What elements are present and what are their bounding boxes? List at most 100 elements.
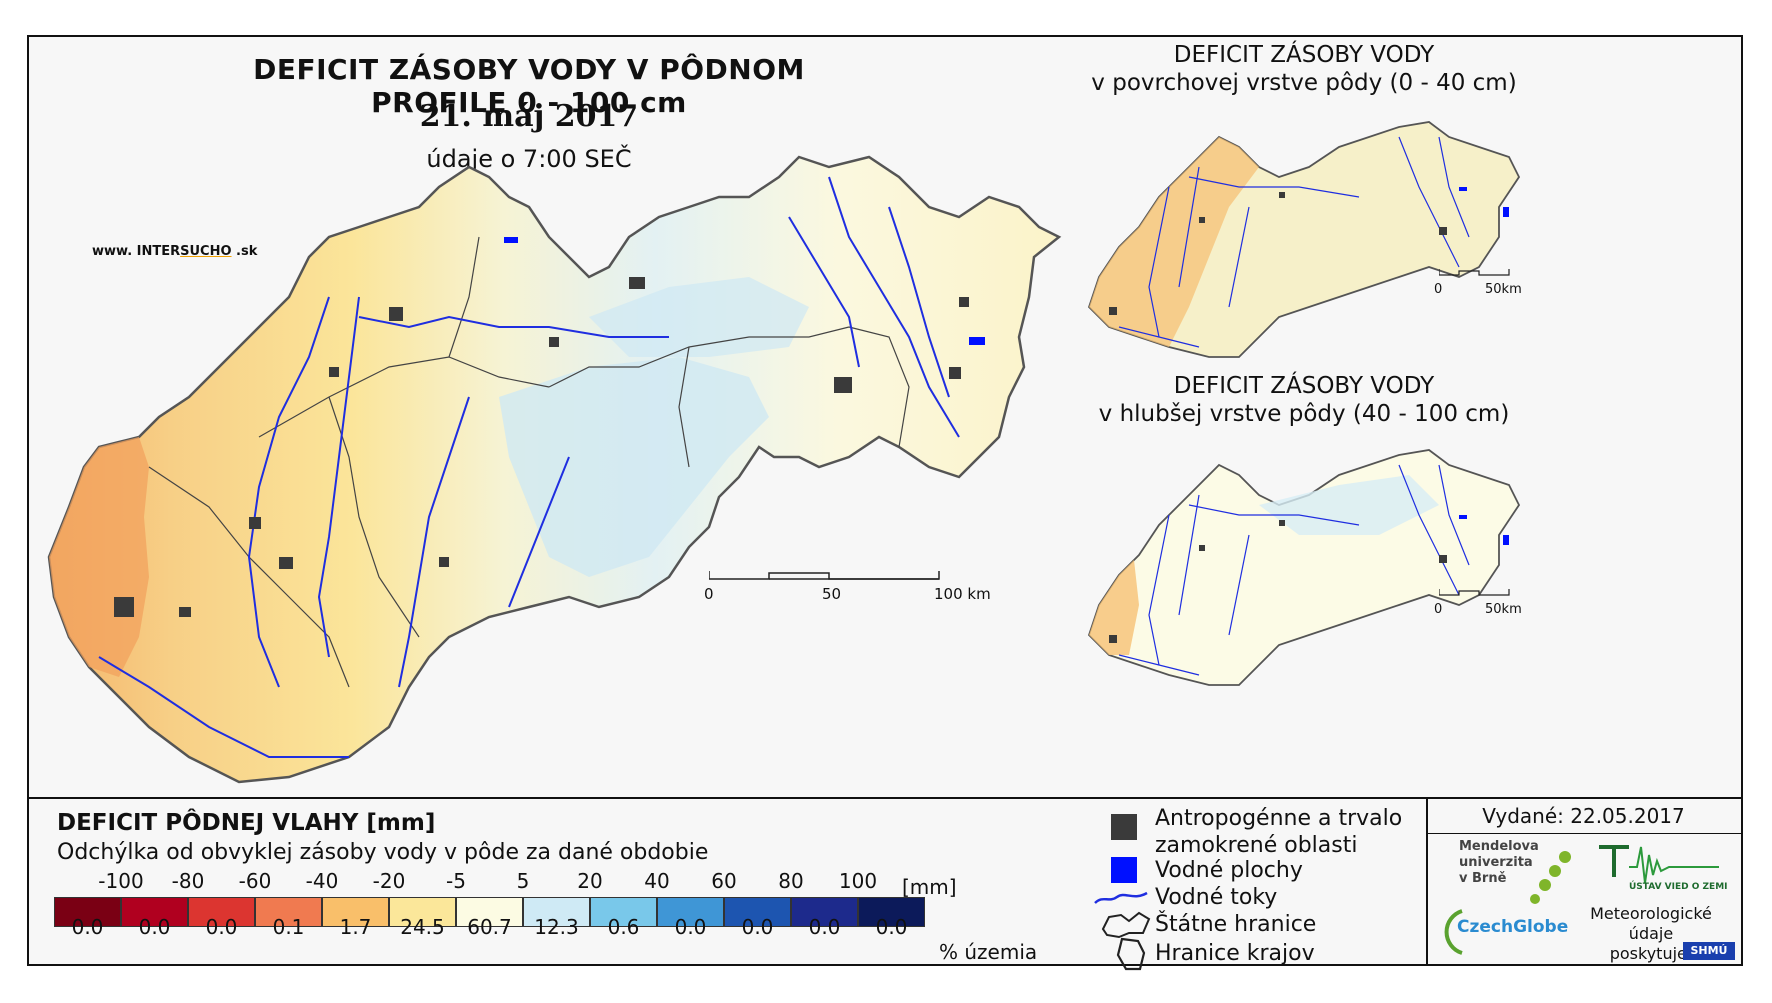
legend-tick-label: -20 — [372, 869, 406, 893]
legend-swatch — [188, 897, 255, 927]
meteo-line1: Meteorologické — [1590, 904, 1712, 923]
legend-tick-label: 60 — [711, 869, 737, 893]
mendel-line1: Mendelova — [1459, 839, 1539, 854]
legend-swatch — [590, 897, 657, 927]
legend-pct-value: 0.0 — [138, 915, 171, 939]
mendel-line2: univerzita — [1459, 855, 1533, 870]
issuer-box — [1426, 799, 1743, 966]
legend-divider — [29, 797, 1741, 799]
legend-tick-label: -40 — [305, 869, 339, 893]
legend-pct-value: 60.7 — [467, 915, 512, 939]
legend-swatch — [121, 897, 188, 927]
inset-bottom-scale-50: 50km — [1485, 602, 1522, 617]
region-border-label: Hranice krajov — [1155, 941, 1315, 966]
inset-bottom-map — [1087, 449, 1521, 686]
meteo-line3: poskytuje: — [1609, 944, 1693, 963]
legend-tick-label: 100 — [838, 869, 878, 893]
data-time: údaje o 7:00 SEČ — [426, 145, 632, 173]
water-swatch — [1111, 857, 1137, 883]
legend-tick-label: 5 — [516, 869, 530, 893]
inset-top-title-line1: DEFICIT ZÁSOBY VODY — [1173, 42, 1435, 68]
mendel-dots-icon — [1530, 851, 1571, 904]
legend-swatch — [54, 897, 121, 927]
main-scale-50: 50 — [822, 585, 842, 603]
legend-swatch — [858, 897, 925, 927]
legend-swatch — [791, 897, 858, 927]
legend-tick-label: -80 — [171, 869, 205, 893]
legend-subtitle: Odchýlka od obvyklej zásoby vody v pôde … — [57, 840, 709, 865]
main-title: DEFICIT ZÁSOBY VODY V PÔDNOM PROFILE 0 -… — [253, 53, 805, 119]
urban-areas — [114, 277, 969, 617]
state-border-label: Štátne hranice — [1155, 912, 1317, 937]
legend-pct-value: 0.0 — [808, 915, 841, 939]
legend-pct-value: 0.0 — [205, 915, 238, 939]
inset-top-title-line2: v povrchovej vrstve pôdy (0 - 40 cm) — [1091, 70, 1517, 96]
map-date: 21. máj 2017 — [419, 99, 639, 134]
main-scale-0: 0 — [704, 585, 714, 603]
main-map — [47, 155, 1062, 784]
state-border-icon — [1101, 911, 1151, 939]
uvgz-logo-icon — [1599, 845, 1719, 884]
legend-pct-value: 0.0 — [875, 915, 908, 939]
anthro-label-line1: Antropogénne a trvalo — [1155, 806, 1403, 831]
legend-pct-value: 0.6 — [607, 915, 640, 939]
legend-swatch — [523, 897, 590, 927]
main-scale-100: 100 km — [934, 585, 991, 603]
logo-suffix: .sk — [231, 244, 258, 259]
legend-swatch — [255, 897, 322, 927]
inset-top-map — [1087, 121, 1521, 358]
legend-swatch — [657, 897, 724, 927]
inset-bottom-scale-bar — [1439, 589, 1510, 596]
czechglobe-logo: CzechGlobe — [1457, 917, 1569, 937]
river-symbol-icon — [1094, 891, 1148, 904]
anthro-swatch — [1111, 814, 1137, 840]
meteo-provider-text: Meteorologické údaje poskytuje: — [1589, 904, 1713, 964]
legend-pct-value: 0.0 — [71, 915, 104, 939]
wet-zone-central — [499, 357, 769, 577]
anthro-label-line2: zamokrené oblasti — [1155, 833, 1358, 858]
issued-date: Vydané: 22.05.2017 — [1426, 799, 1741, 834]
anthro-label: Antropogénne a trvalo zamokrené oblasti — [1155, 805, 1402, 859]
meteo-line2: údaje — [1628, 924, 1674, 943]
main-rivers — [98, 176, 960, 758]
legend-tick-label: -60 — [238, 869, 272, 893]
inset-top-scale-bar — [1439, 269, 1510, 276]
main-scale-bar — [709, 571, 940, 580]
legend-pct-value: 0.0 — [741, 915, 774, 939]
inset-bottom-title: DEFICIT ZÁSOBY VODY v hlubšej vrstve pôd… — [1064, 372, 1544, 428]
legend-pct-label: % územia — [939, 940, 1038, 964]
legend-swatch — [724, 897, 791, 927]
legend-swatch — [322, 897, 389, 927]
legend-pct-value: 0.1 — [272, 915, 305, 939]
legend-tick-label: -100 — [98, 869, 144, 893]
water-bodies — [504, 237, 985, 345]
region-border-icon — [1116, 937, 1146, 971]
shmu-logo: SHMÚ — [1683, 942, 1735, 960]
legend-pct-value: 12.3 — [534, 915, 579, 939]
inset-top-scale-50: 50km — [1485, 282, 1522, 297]
map-sheet: DEFICIT ZÁSOBY VODY V PÔDNOM PROFILE 0 -… — [27, 35, 1743, 971]
intersucho-logo[interactable]: www. INTERSUCHO .sk — [92, 244, 257, 259]
inset-top-scale-0: 0 — [1434, 282, 1443, 297]
uvgz-logo-text: ÚSTAV VIED O ZEMI — [1629, 882, 1728, 892]
legend-tick-label: -5 — [446, 869, 466, 893]
legend-swatch — [389, 897, 456, 927]
map-area: DEFICIT ZÁSOBY VODY V PÔDNOM PROFILE 0 -… — [29, 37, 1741, 797]
legend-title: DEFICIT PÔDNEJ VLAHY [mm] — [57, 810, 436, 836]
rivers-label: Vodné toky — [1155, 885, 1278, 910]
mendel-line3: v Brně — [1459, 871, 1507, 886]
legend-tick-label: 20 — [577, 869, 603, 893]
water-label: Vodné plochy — [1155, 858, 1303, 883]
legend-tick-label: 40 — [644, 869, 670, 893]
legend-pct-value: 0.0 — [674, 915, 707, 939]
dry-zone-west — [49, 437, 149, 677]
inset-top-title: DEFICIT ZÁSOBY VODY v povrchovej vrstve … — [1064, 41, 1544, 97]
legend-pct-value: 24.5 — [400, 915, 445, 939]
legend-tick-label: 80 — [778, 869, 804, 893]
legend-unit: [mm] — [902, 875, 957, 899]
logo-prefix: www. INTER — [92, 244, 181, 259]
logo-accent: SUCHO — [180, 244, 232, 259]
czechglobe-arc-icon — [1444, 909, 1463, 955]
legend-pct-value: 1.7 — [339, 915, 372, 939]
inset-bottom-title-line1: DEFICIT ZÁSOBY VODY — [1173, 373, 1435, 399]
